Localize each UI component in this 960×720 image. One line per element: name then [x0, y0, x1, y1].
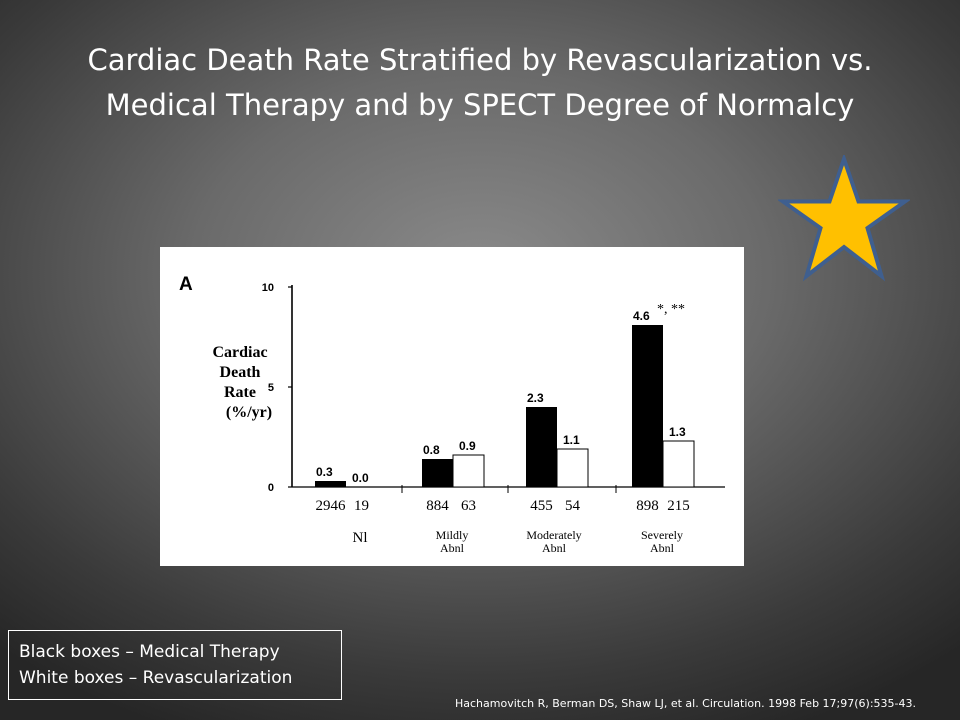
sample-size-label: 884 [426, 498, 449, 514]
sample-size-label: 54 [565, 498, 581, 514]
star-icon [778, 155, 910, 282]
y-axis-label: Cardiac Death Rate (%/yr) [200, 343, 280, 423]
y-tick-label: 10 [262, 282, 274, 294]
category-label: Moderately Abnl [526, 528, 581, 555]
citation: Hachamovitch R, Berman DS, Shaw LJ, et a… [455, 697, 916, 710]
significance-annotation: *, ** [657, 302, 685, 317]
bar-medical-therapy [632, 325, 663, 487]
y-axis-label-line: Cardiac [212, 344, 268, 361]
bar-revascularization [556, 448, 589, 488]
bar-medical-therapy [526, 407, 557, 487]
panel-label: A [179, 274, 193, 295]
slide-title-line-1: Cardiac Death Rate Stratified by Revascu… [87, 43, 873, 77]
sample-size-label: 898 [636, 498, 659, 514]
bar-value-label: 0.8 [423, 443, 440, 457]
legend-box: Black boxes – Medical Therapy White boxe… [8, 630, 342, 700]
sample-size-label: 215 [667, 498, 690, 514]
y-axis-label-unit: (%/yr) [225, 404, 273, 421]
bar-revascularization [662, 440, 695, 488]
slide-title-line-2: Medical Therapy and by SPECT Degree of N… [105, 88, 855, 122]
bar-value-label: 0.9 [459, 439, 476, 453]
slide-title: Cardiac Death Rate Stratified by Revascu… [40, 38, 920, 128]
bar-revascularization [452, 454, 485, 488]
sample-size-label: 19 [354, 498, 369, 514]
sample-size-label: 455 [530, 498, 553, 514]
bar-value-label: 2.3 [527, 391, 544, 405]
category-label: Severely Abnl [641, 528, 683, 555]
sample-size-label: 63 [461, 498, 476, 514]
bar-value-label: 0.0 [352, 471, 369, 485]
sample-size-label: 2946 [316, 498, 347, 514]
star-shape [778, 155, 910, 282]
chart-plot: 0 5 10 0.3 2946 0.0 19 0.8 884 0.9 63 2.3 455 1.1 54 4.… [262, 282, 725, 555]
category-label: Mildly Abnl [436, 528, 469, 555]
bar-value-label: 1.1 [563, 433, 580, 447]
y-axis-label-line: Rate [224, 384, 256, 401]
y-axis-label-line: Death [219, 364, 261, 381]
legend-revascularization: White boxes – Revascularization [19, 668, 293, 688]
bar-medical-therapy [315, 481, 346, 487]
bar-value-label: 1.3 [669, 425, 686, 439]
y-tick-label: 0 [268, 482, 274, 494]
bar-value-label: 0.3 [316, 465, 333, 479]
category-label: Nl [353, 530, 368, 546]
legend-medical-therapy: Black boxes – Medical Therapy [19, 642, 280, 662]
bar-value-label: 4.6 [633, 309, 650, 323]
bar-medical-therapy [422, 459, 453, 487]
chart-figure: 0 5 10 0.3 2946 0.0 19 0.8 884 0.9 63 2.3 455 1.1 54 4.… [160, 247, 744, 566]
y-tick-label: 5 [268, 382, 274, 394]
